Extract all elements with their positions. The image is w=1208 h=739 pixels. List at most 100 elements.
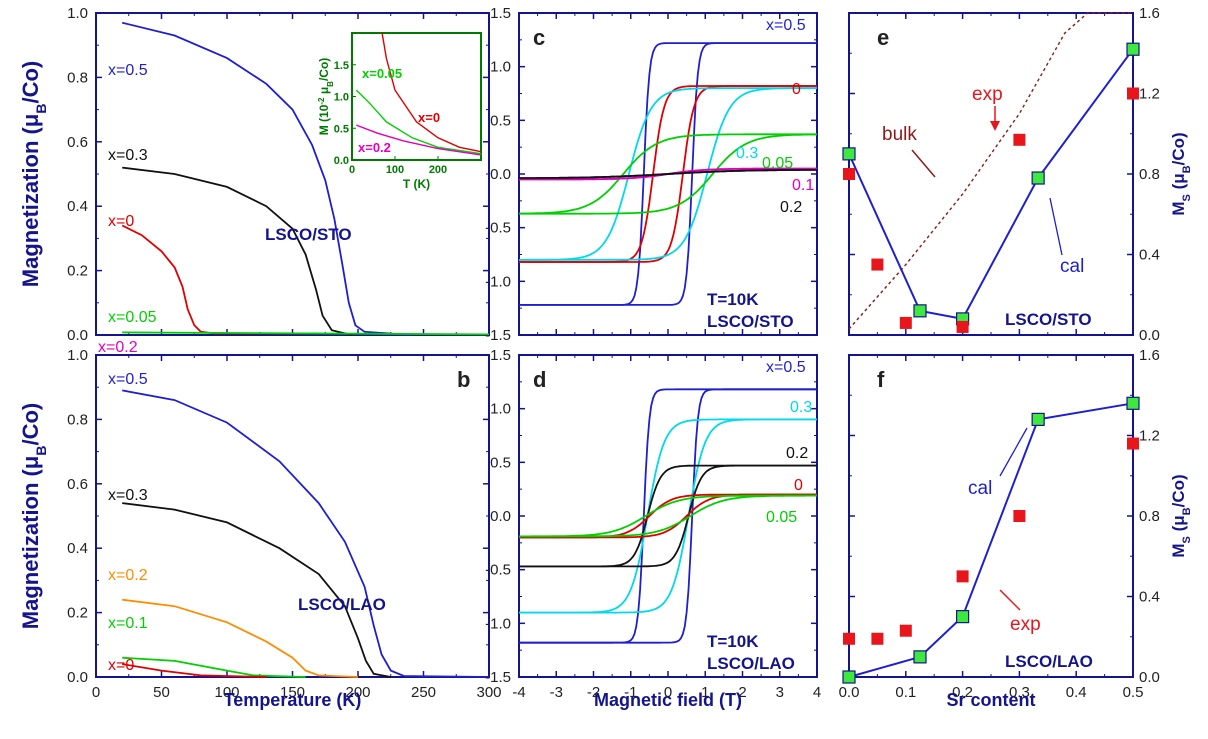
series-label: x=0 bbox=[108, 213, 134, 230]
cal-point bbox=[913, 304, 927, 318]
inset-series-label: x=0.05 bbox=[362, 66, 402, 81]
loop-label: 0 bbox=[794, 477, 803, 494]
cal-arrow bbox=[1049, 197, 1063, 256]
loop-label: 0.05 bbox=[762, 155, 793, 172]
y-tick-label: 1.0 bbox=[490, 401, 511, 418]
y-tick-label: -0.5 bbox=[485, 220, 511, 237]
inset-y-label-part: -2 bbox=[317, 97, 326, 105]
inset-y-label: M (10-2 μB/Co) bbox=[317, 58, 335, 136]
series-line bbox=[122, 502, 391, 678]
exp-point bbox=[1013, 133, 1026, 146]
plot-frame bbox=[848, 354, 1134, 678]
series-line bbox=[121, 21, 411, 336]
x-tick-label: 300 bbox=[476, 684, 501, 701]
loop-label: 0.3 bbox=[736, 145, 758, 162]
loop-branch-down bbox=[519, 85, 817, 263]
inset-y-tick-label: 0.0 bbox=[334, 155, 349, 167]
substrate-label: LSCO/LAO bbox=[298, 595, 386, 614]
cal-arrow bbox=[999, 427, 1028, 477]
x-axis-label-temperature: Temperature (K) bbox=[224, 690, 362, 710]
loop-label: 0.05 bbox=[766, 509, 797, 526]
inset-y-label-part: M (10 bbox=[317, 104, 331, 135]
loop-label: 0.1 bbox=[792, 177, 814, 194]
x-axis-label-field: Magnetic field (T) bbox=[594, 690, 742, 710]
exp-arrowhead bbox=[990, 121, 1000, 131]
panel-c: -1.5 -1.0 -0.5 0.0 0.5 1.0 1.5 x=0.5 0 0.30.05 0.1… bbox=[485, 5, 818, 344]
inset-y-label-part: μ bbox=[317, 87, 331, 98]
loop-branch-down bbox=[519, 464, 817, 568]
series-label: x=0.2 bbox=[98, 339, 138, 356]
y-tick-label: -0.5 bbox=[485, 562, 511, 579]
axis-label-part: B bbox=[1181, 165, 1193, 173]
loop-branch-down bbox=[519, 418, 817, 614]
plot-frame bbox=[848, 12, 1134, 336]
exp-label: exp bbox=[972, 84, 1003, 105]
axis-label-part: ( bbox=[1169, 183, 1188, 194]
cal-point bbox=[1126, 396, 1140, 410]
loop-label: 0.2 bbox=[786, 445, 808, 462]
panel-letter: f bbox=[877, 367, 885, 392]
series-label: x=0 bbox=[108, 657, 134, 674]
axis-label-part: μ bbox=[18, 456, 43, 469]
panel-a: 0.00.20.40.60.81.0x=0.5x=0.3x=0x=0.05aLS… bbox=[67, 5, 490, 356]
y-tick-label: 0.4 bbox=[67, 198, 88, 215]
y-tick-label: 1.0 bbox=[490, 59, 511, 76]
panel-letter: b bbox=[457, 367, 470, 392]
y-tick-label: 0.0 bbox=[67, 327, 88, 344]
inset-y-tick-label: 1.0 bbox=[334, 92, 349, 104]
cal-label: cal bbox=[968, 478, 992, 499]
cal-point bbox=[955, 610, 970, 624]
y-tick-label: 0.0 bbox=[1139, 669, 1160, 686]
exp-label: exp bbox=[1010, 614, 1041, 635]
series-line bbox=[122, 389, 490, 678]
y-axis-label-ms-top: MS (μB/Co) bbox=[1169, 132, 1193, 215]
bulk-arrow bbox=[911, 149, 936, 178]
bulk-curve bbox=[848, 12, 1133, 330]
x-tick-label: -4 bbox=[512, 684, 525, 701]
y-tick-label: 0.6 bbox=[67, 476, 88, 493]
inset-series-label: x=0.2 bbox=[358, 140, 391, 155]
y-tick-label: -1.5 bbox=[485, 669, 511, 686]
inset-series-line bbox=[381, 32, 482, 153]
exp-arrow bbox=[999, 589, 1021, 611]
series-label: x=0.3 bbox=[108, 487, 148, 504]
y-tick-label: 0.0 bbox=[490, 166, 511, 183]
exp-point bbox=[871, 258, 884, 271]
y-tick-label: 1.6 bbox=[1139, 347, 1160, 364]
series-label: x=0.3 bbox=[108, 147, 148, 164]
y-tick-label: -1.0 bbox=[485, 615, 511, 632]
x-tick-label: 0.1 bbox=[895, 684, 916, 701]
axis-label-part: /Co) bbox=[1169, 474, 1188, 507]
loop-branch-down bbox=[519, 388, 817, 644]
cal-point bbox=[842, 147, 856, 161]
axis-label-part: /Co) bbox=[18, 403, 43, 446]
exp-point bbox=[1127, 437, 1139, 450]
loop-label: x=0.5 bbox=[766, 17, 806, 34]
inset-x-tick-label: 0 bbox=[349, 164, 355, 176]
y-tick-label: 0.5 bbox=[490, 112, 511, 129]
y-tick-label: 0.0 bbox=[490, 508, 511, 525]
y-tick-label: 0.8 bbox=[67, 411, 88, 428]
inset-x-tick-label: 200 bbox=[429, 164, 447, 176]
series-line bbox=[122, 598, 359, 678]
substrate-label: LSCO/STO bbox=[707, 312, 794, 331]
y-tick-label: -1.5 bbox=[485, 327, 511, 344]
x-tick-label: 2 bbox=[738, 684, 746, 701]
cal-point bbox=[913, 650, 927, 664]
bulk-label: bulk bbox=[882, 124, 917, 145]
y-tick-label: 0.4 bbox=[1139, 247, 1160, 264]
y-tick-label: 0.2 bbox=[67, 605, 88, 622]
axis-label-part: B bbox=[33, 104, 49, 114]
inset-y-label-part: /Co) bbox=[317, 58, 331, 81]
y-tick-label: 1.0 bbox=[67, 5, 88, 22]
axis-label-part: M bbox=[1169, 201, 1188, 215]
inset-series-line bbox=[355, 89, 482, 155]
y-tick-label: 0.0 bbox=[67, 669, 88, 686]
y-tick-label: 0.6 bbox=[67, 134, 88, 151]
series-line bbox=[122, 331, 490, 336]
x-tick-label: 0.0 bbox=[839, 684, 860, 701]
axis-label-part: Magnetization ( bbox=[18, 468, 43, 629]
series-label: x=0.2 bbox=[108, 567, 148, 584]
axis-label-part: /Co) bbox=[1169, 132, 1188, 165]
axis-label-part: B bbox=[33, 446, 49, 456]
